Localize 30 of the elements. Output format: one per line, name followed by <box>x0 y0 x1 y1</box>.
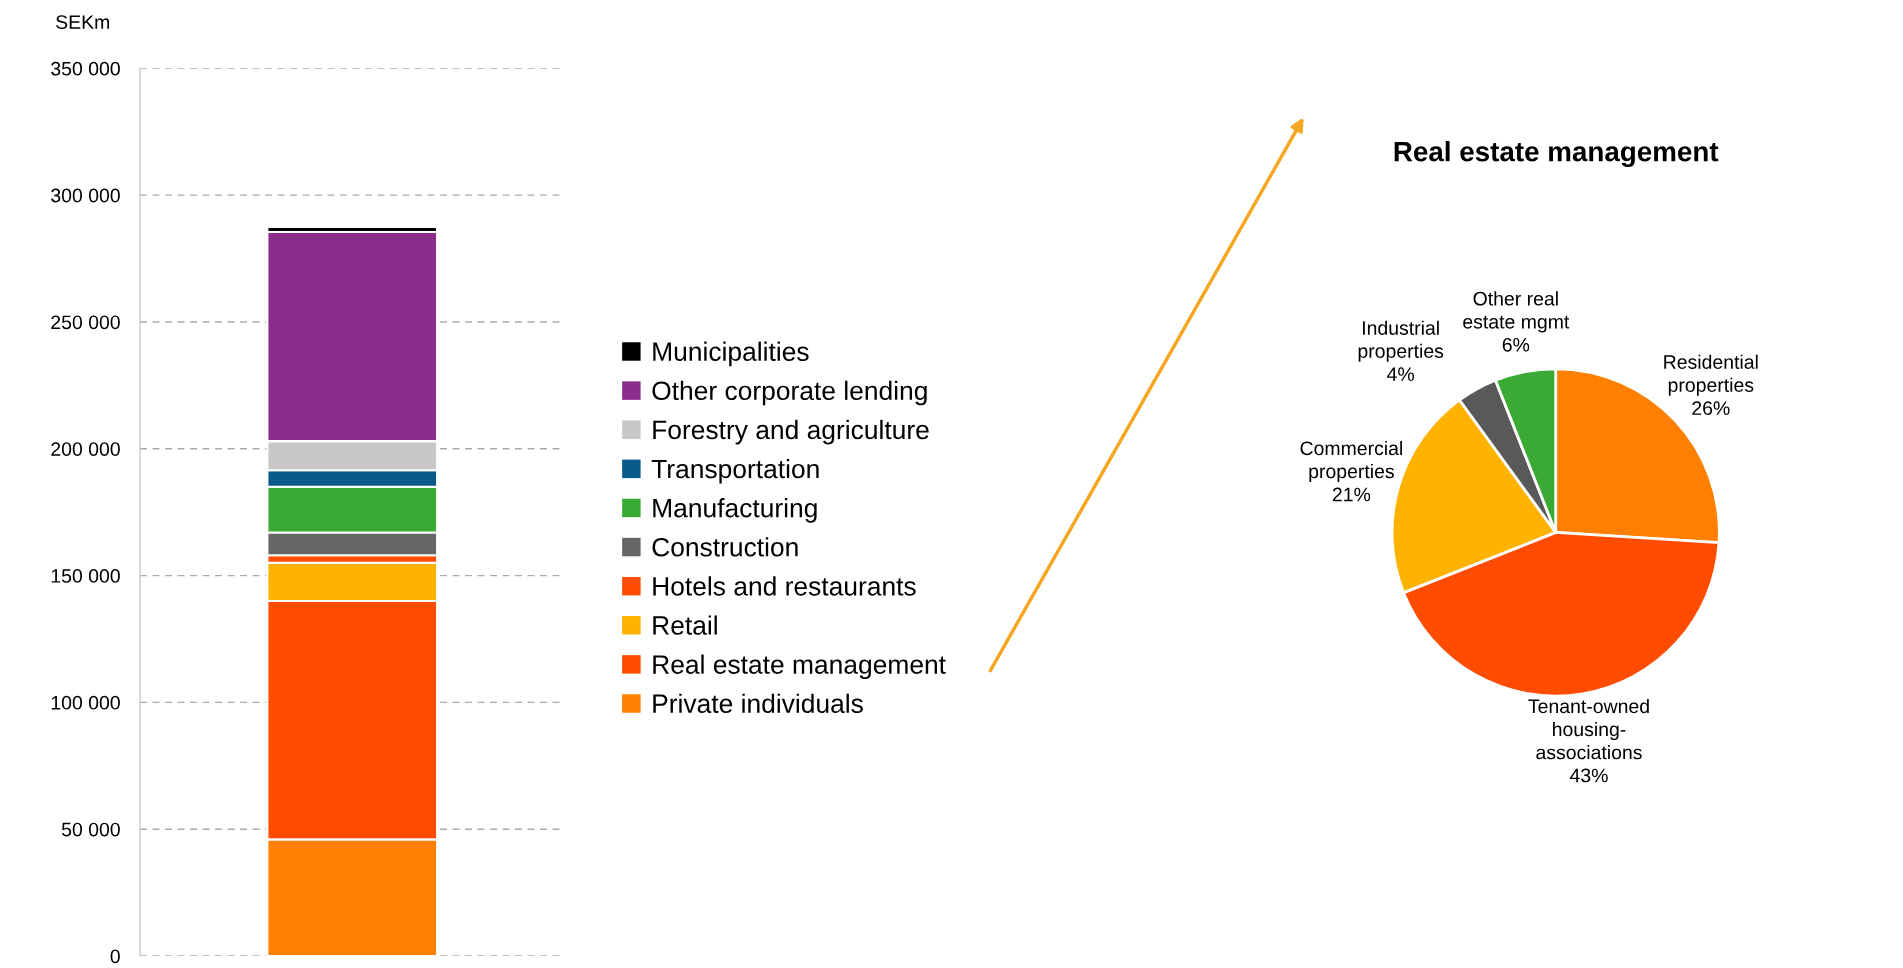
y-tick-label: 250 000 <box>51 315 120 330</box>
y-tick-label: 100 000 <box>51 695 120 710</box>
data-label: 6% <box>1502 337 1530 352</box>
y-axis-title: SEKm <box>56 15 110 29</box>
legend-label: Other corporate lending <box>652 380 927 406</box>
data-label: 4% <box>1387 367 1414 381</box>
data-label: 43% <box>1569 768 1608 783</box>
legend-label: Manufacturing <box>653 498 817 523</box>
slice-label: Residential properties <box>1664 354 1758 396</box>
y-tick-label: 50 000 <box>61 822 120 837</box>
y-tick-label: 300 000 <box>51 188 120 203</box>
legend-label: Retail <box>653 615 717 635</box>
y-tick-label: 350 000 <box>51 61 120 76</box>
legend-label: Private individuals <box>653 693 863 714</box>
slice-label: Tenant-owned housing- associations <box>1528 698 1649 760</box>
legend-label: Hotels and restaurants <box>653 576 916 596</box>
y-tick-label: 200 000 <box>51 442 120 456</box>
slice-label: Industrial properties <box>1358 320 1444 362</box>
data-label: 21% <box>1332 487 1371 502</box>
slice-label: Commercial properties <box>1300 440 1402 483</box>
legend-label: Construction <box>652 537 798 557</box>
legend-label: Municipalities <box>653 341 809 367</box>
chart-title: Real estate management <box>1394 141 1719 168</box>
y-tick-label: 150 000 <box>51 569 120 583</box>
slice-label: Other real estate mgmt <box>1463 291 1570 333</box>
y-tick-label: 0 <box>110 949 120 964</box>
legend-label: Real estate management <box>653 654 946 680</box>
data-label: 26% <box>1692 401 1730 416</box>
legend-label: Forestry and agriculture <box>653 419 929 445</box>
legend-label: Transportation <box>651 458 819 484</box>
